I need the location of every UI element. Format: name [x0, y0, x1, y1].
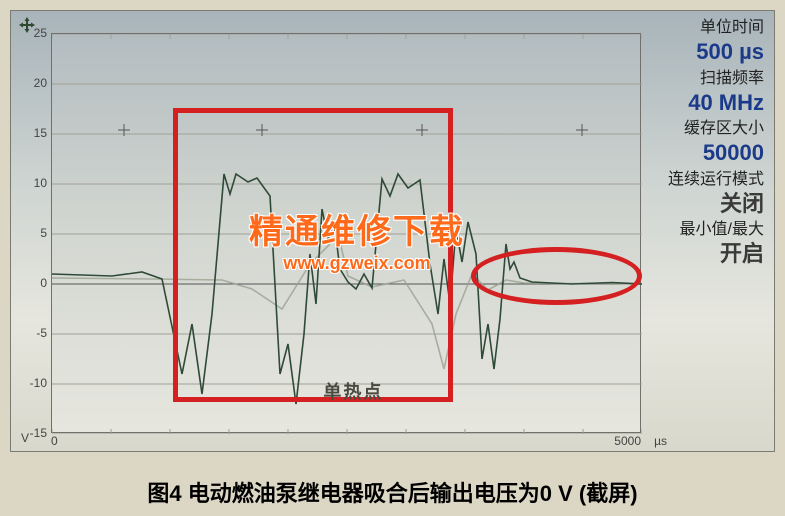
hotspot-label: 单热点: [323, 378, 383, 404]
x-axis-unit: µs: [654, 434, 667, 448]
figure-caption: 图4 电动燃油泵继电器吸合后输出电压为0 V (截屏): [0, 476, 785, 508]
info-value: 关闭: [644, 190, 764, 218]
info-label: 缓存区大小: [644, 119, 764, 139]
info-label: 扫描频率: [644, 69, 764, 89]
move-handle-icon[interactable]: [19, 17, 35, 33]
figure-container: 25 20 15 10 5 0 -5 -10 -15 V 单热点 精通维修下载 www.gzwe…: [0, 0, 785, 516]
x-axis-ticks: 0 5000 µs: [51, 433, 641, 453]
info-value: 500 µs: [644, 38, 764, 66]
y-tick-label: -10: [30, 376, 47, 390]
plot-area: 单热点 精通维修下载 www.gzweix.com: [51, 33, 641, 433]
y-tick-label: 15: [34, 126, 47, 140]
oscilloscope-panel: 25 20 15 10 5 0 -5 -10 -15 V 单热点 精通维修下载 www.gzwe…: [10, 10, 775, 452]
info-value: 开启: [644, 240, 764, 268]
y-tick-label: 0: [40, 276, 47, 290]
x-tick-left: 0: [51, 434, 58, 448]
info-panel: 单位时间500 µs 扫描频率40 MHz缓存区大小50000 连续运行模式关闭最小…: [644, 15, 764, 268]
highlight-ellipse: [471, 247, 642, 305]
highlight-rectangle: [173, 108, 453, 402]
y-tick-label: -5: [36, 326, 47, 340]
y-tick-label: 20: [34, 76, 47, 90]
info-value: 40 MHz: [644, 89, 764, 117]
y-axis-unit: V: [21, 431, 29, 445]
info-label: 单位时间: [644, 18, 764, 38]
info-label: 连续运行模式: [644, 170, 764, 190]
y-axis-ticks: 2520151050-5-10-15: [11, 33, 51, 433]
y-tick-label: 25: [34, 26, 47, 40]
info-value: 50000: [644, 139, 764, 167]
y-tick-label: 10: [34, 176, 47, 190]
info-label: 最小值/最大: [644, 220, 764, 240]
y-tick-label: 5: [40, 226, 47, 240]
x-tick-right: 5000: [614, 434, 641, 448]
y-tick-label: -15: [30, 426, 47, 440]
